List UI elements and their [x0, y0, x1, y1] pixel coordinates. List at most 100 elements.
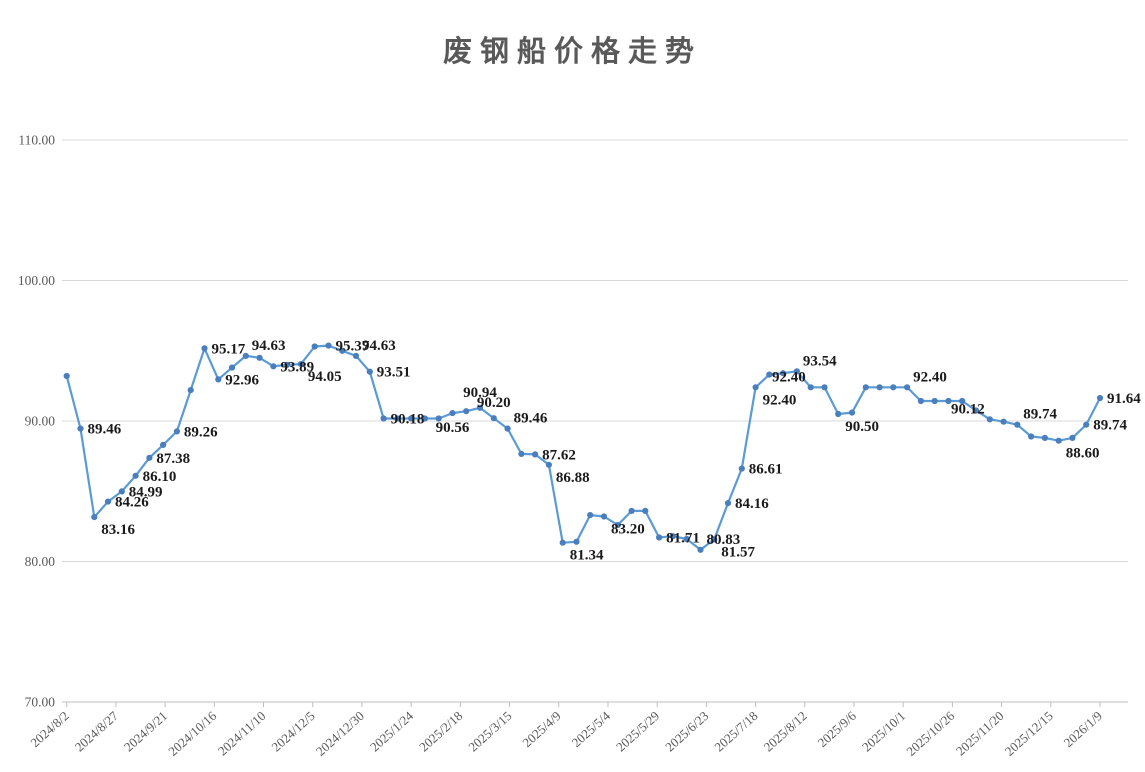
data-point — [821, 384, 828, 391]
x-tick-label: 2025/1/24 — [367, 708, 417, 755]
data-point — [311, 343, 318, 350]
data-point — [807, 384, 814, 391]
data-point — [573, 538, 580, 545]
x-tick-label: 2025/5/29 — [613, 708, 662, 754]
data-point — [945, 397, 952, 405]
x-tick-label: 2025/11/20 — [953, 708, 1007, 758]
data-point — [325, 342, 332, 349]
data-label: 90.12 — [951, 401, 985, 417]
x-tick-label: 2026/1/9 — [1061, 708, 1105, 750]
x-tick-label: 2025/7/18 — [711, 708, 760, 754]
data-label: 80.83 — [707, 532, 741, 548]
data-point — [1014, 421, 1021, 428]
data-point — [160, 441, 167, 448]
data-label: 93.51 — [377, 365, 411, 381]
y-tick-label: 110.00 — [18, 133, 55, 148]
data-point — [297, 361, 304, 368]
data-point — [463, 408, 470, 415]
data-point — [587, 511, 594, 519]
chart-title: 废钢船价格走势 — [442, 36, 702, 68]
data-point — [1055, 437, 1062, 444]
data-point — [683, 535, 690, 543]
data-point — [738, 465, 745, 472]
data-point — [532, 451, 539, 458]
data-label: 92.40 — [913, 369, 947, 385]
data-label: 84.16 — [735, 496, 769, 512]
data-label: 89.26 — [184, 424, 218, 440]
x-tick-label: 2025/10/1 — [859, 708, 908, 754]
data-point — [862, 384, 869, 391]
x-tick-label: 2024/12/30 — [313, 708, 367, 759]
data-label: 90.56 — [436, 420, 470, 436]
data-label: 94.63 — [252, 338, 286, 354]
data-point — [187, 387, 194, 394]
data-point — [793, 368, 801, 375]
data-label: 89.74 — [1023, 407, 1057, 423]
data-label: 81.57 — [721, 544, 755, 560]
data-point — [642, 507, 649, 514]
data-label: 89.74 — [1093, 418, 1127, 434]
data-point — [476, 404, 484, 411]
data-point — [504, 425, 511, 432]
x-tick-label: 2024/11/10 — [215, 708, 269, 758]
data-label: 92.40 — [772, 369, 806, 385]
data-point — [228, 364, 236, 371]
x-tick-label: 2024/8/27 — [72, 708, 122, 755]
data-point — [876, 384, 883, 391]
data-point — [394, 415, 401, 422]
data-point — [1028, 433, 1035, 440]
x-tick-label: 2025/12/15 — [1002, 708, 1056, 759]
y-tick-label: 70.00 — [25, 695, 56, 710]
x-tick-label: 2024/9/21 — [121, 708, 170, 754]
data-label: 92.96 — [225, 372, 259, 388]
price-series — [65, 344, 1102, 551]
data-label: 89.46 — [514, 411, 548, 427]
data-point — [173, 428, 180, 435]
x-tick-label: 2024/10/16 — [165, 708, 219, 759]
data-label: 94.05 — [308, 369, 342, 385]
data-point — [1000, 418, 1007, 425]
data-label: 90.18 — [391, 412, 425, 428]
data-label: 84.26 — [115, 495, 149, 511]
data-point — [408, 415, 415, 422]
data-point — [600, 513, 608, 520]
data-label: 94.63 — [362, 338, 396, 354]
data-label: 95.17 — [212, 341, 246, 357]
data-point — [518, 450, 525, 457]
data-label: 92.40 — [763, 392, 797, 408]
data-point — [1041, 434, 1048, 441]
data-point — [656, 534, 663, 541]
x-tick-label: 2025/2/18 — [416, 708, 465, 754]
data-label: 88.60 — [1066, 446, 1100, 462]
data-point — [904, 384, 911, 391]
data-point — [435, 415, 442, 422]
y-tick-label: 100.00 — [18, 273, 55, 288]
data-point — [284, 361, 291, 368]
data-point — [724, 500, 732, 507]
price-line — [65, 344, 1102, 551]
data-point — [449, 410, 456, 417]
x-tick-label: 2025/9/6 — [815, 708, 860, 750]
data-label: 90.94 — [463, 385, 497, 401]
data-label: 91.64 — [1107, 391, 1141, 407]
data-point — [752, 384, 759, 391]
x-tick-label: 2025/8/12 — [761, 708, 810, 754]
x-tick-label: 2025/10/26 — [903, 708, 957, 759]
data-point — [366, 368, 373, 375]
data-point — [545, 461, 553, 468]
data-label: 81.34 — [570, 548, 604, 564]
data-point — [972, 407, 980, 414]
x-tick-label: 2024/12/5 — [269, 708, 318, 754]
data-label: 86.61 — [749, 462, 783, 478]
data-point — [380, 415, 387, 422]
data-point — [63, 372, 70, 380]
data-label: 86.88 — [556, 470, 590, 486]
data-point — [118, 488, 125, 495]
data-label: 95.37 — [336, 339, 370, 355]
x-tick-label: 2025/6/23 — [662, 708, 711, 754]
data-label: 93.54 — [803, 353, 837, 369]
data-point — [242, 352, 249, 359]
